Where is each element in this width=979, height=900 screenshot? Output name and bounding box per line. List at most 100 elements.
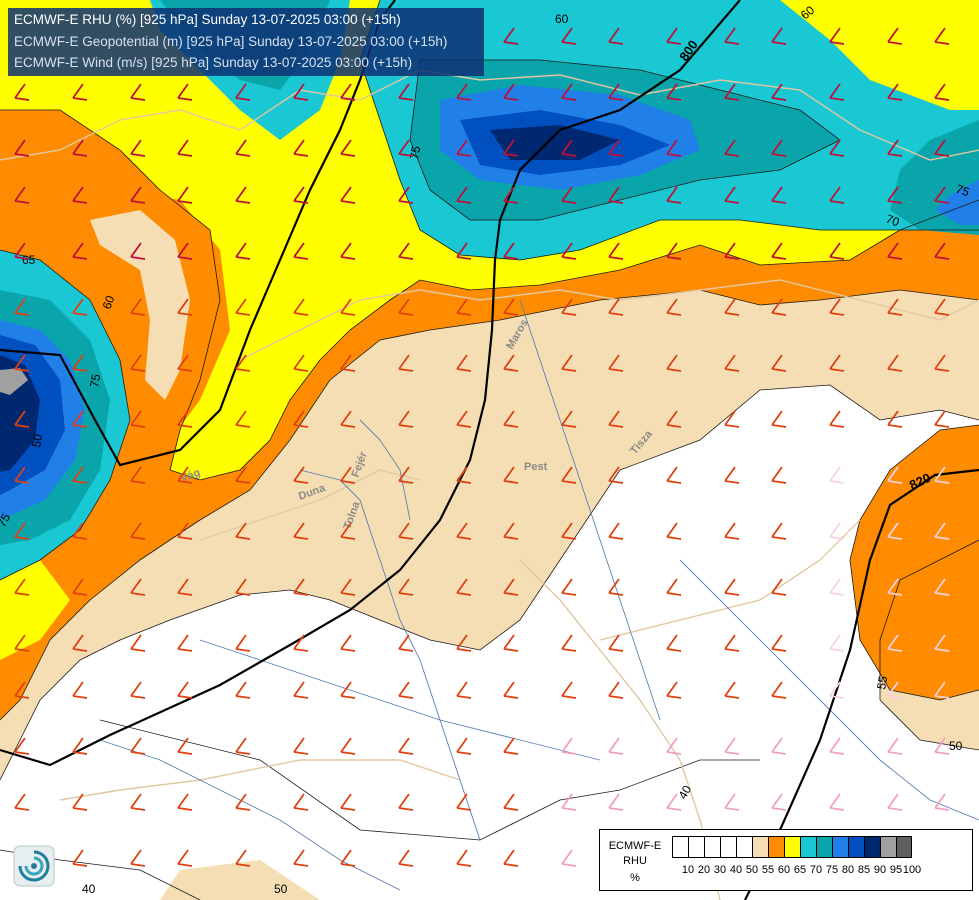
wind-barb-icon	[666, 634, 682, 652]
wind-barb-icon	[130, 83, 146, 101]
wind-barb-icon	[771, 634, 787, 652]
wind-barb-icon	[340, 466, 356, 484]
wind-barb-icon	[130, 242, 146, 260]
wind-barb-icon	[235, 186, 251, 204]
wind-barb-icon	[887, 737, 903, 755]
wind-barb-icon	[72, 242, 88, 260]
wind-barb-icon	[72, 681, 88, 699]
wind-barb-icon	[666, 242, 682, 260]
wind-barb-icon	[340, 354, 356, 372]
wind-barb-icon	[608, 410, 624, 428]
rh-60-east-blob	[850, 425, 979, 700]
wind-barb-icon	[666, 522, 682, 540]
wind-barb-icon	[130, 578, 146, 596]
wind-barb-icon	[177, 737, 193, 755]
wind-barb-icon	[666, 681, 682, 699]
wind-barb-icon	[934, 522, 950, 540]
wind-barb-icon	[724, 186, 740, 204]
ecmwf-logo-icon	[13, 845, 55, 887]
legend-swatch	[720, 836, 736, 858]
wind-barb-icon	[724, 737, 740, 755]
wind-barb-icon	[340, 139, 356, 157]
wind-barb-icon	[829, 578, 845, 596]
legend-tick: 40	[729, 864, 743, 876]
wind-barb-icon	[456, 466, 472, 484]
wind-barb-icon	[398, 578, 414, 596]
wind-barb-icon	[14, 578, 30, 596]
wind-barb-icon	[771, 466, 787, 484]
wind-barb-icon	[771, 139, 787, 157]
wind-barb-icon	[235, 634, 251, 652]
wind-barb-icon	[340, 410, 356, 428]
wind-barb-icon	[130, 298, 146, 316]
place-label-pest: Pest	[524, 461, 548, 473]
wind-barb-icon	[456, 793, 472, 811]
wind-barb-icon	[456, 737, 472, 755]
wind-barb-icon	[503, 578, 519, 596]
wind-barb-icon	[829, 522, 845, 540]
wind-barb-icon	[14, 139, 30, 157]
wind-barb-icon	[72, 186, 88, 204]
wind-barb-icon	[340, 634, 356, 652]
wind-barb-icon	[608, 298, 624, 316]
wind-barb-icon	[608, 578, 624, 596]
wind-barb-icon	[934, 139, 950, 157]
wind-barb-icon	[771, 186, 787, 204]
wind-barb-icon	[235, 578, 251, 596]
wind-barb-icon	[293, 578, 309, 596]
rh-90-central	[490, 125, 620, 160]
wind-barb-icon	[771, 410, 787, 428]
wind-barb-icon	[503, 298, 519, 316]
wind-barb-icon	[503, 681, 519, 699]
wind-barb-icon	[503, 186, 519, 204]
wind-barb-icon	[72, 849, 88, 867]
wind-barb-icon	[235, 83, 251, 101]
wind-barbs	[14, 27, 950, 867]
wind-barb-icon	[398, 354, 414, 372]
wind-barb-icon	[72, 793, 88, 811]
wind-barb-icon	[398, 139, 414, 157]
rh-55-west-pocket	[90, 210, 190, 400]
contour-label: 60	[100, 293, 118, 311]
header-title-geopotential: ECMWF-E Geopotential (m) [925 hPa] Sunda…	[14, 34, 448, 49]
wind-barb-icon	[177, 849, 193, 867]
legend-swatch	[880, 836, 896, 858]
wind-barb-icon	[561, 139, 577, 157]
wind-barb-icon	[829, 186, 845, 204]
legend-swatch	[864, 836, 880, 858]
wind-barb-icon	[235, 681, 251, 699]
wind-barb-icon	[608, 737, 624, 755]
wind-barb-icon	[561, 466, 577, 484]
legend-title-variable: RHU	[623, 855, 647, 867]
legend-ticks: 10 20 30 40 50 55 60 65 70 75 80 85 90 95 100	[672, 864, 972, 878]
wind-barb-icon	[177, 186, 193, 204]
wind-barb-icon	[561, 27, 577, 45]
legend-tick: 60	[777, 864, 791, 876]
wind-barb-icon	[608, 681, 624, 699]
contour-label: 40	[675, 783, 694, 802]
legend-swatch	[800, 836, 816, 858]
wind-barb-icon	[829, 298, 845, 316]
contour-label: 65	[22, 253, 36, 267]
wind-barb-icon	[561, 354, 577, 372]
wind-barb-icon	[829, 634, 845, 652]
wind-barb-icon	[771, 737, 787, 755]
wind-barb-icon	[666, 298, 682, 316]
wind-barb-icon	[72, 634, 88, 652]
geopotential-820-line	[744, 468, 979, 900]
wind-barb-icon	[724, 139, 740, 157]
contour-label: 50	[949, 739, 963, 753]
legend-tick: 20	[697, 864, 711, 876]
wind-barb-icon	[887, 354, 903, 372]
wind-barb-icon	[130, 522, 146, 540]
wind-barb-icon	[887, 139, 903, 157]
wind-barb-icon	[177, 578, 193, 596]
wind-barb-icon	[14, 681, 30, 699]
wind-barb-icon	[14, 298, 30, 316]
wind-barb-icon	[608, 242, 624, 260]
wind-barb-icon	[829, 83, 845, 101]
wind-barb-icon	[293, 186, 309, 204]
legend-tick: 75	[825, 864, 839, 876]
wind-barb-icon	[608, 793, 624, 811]
